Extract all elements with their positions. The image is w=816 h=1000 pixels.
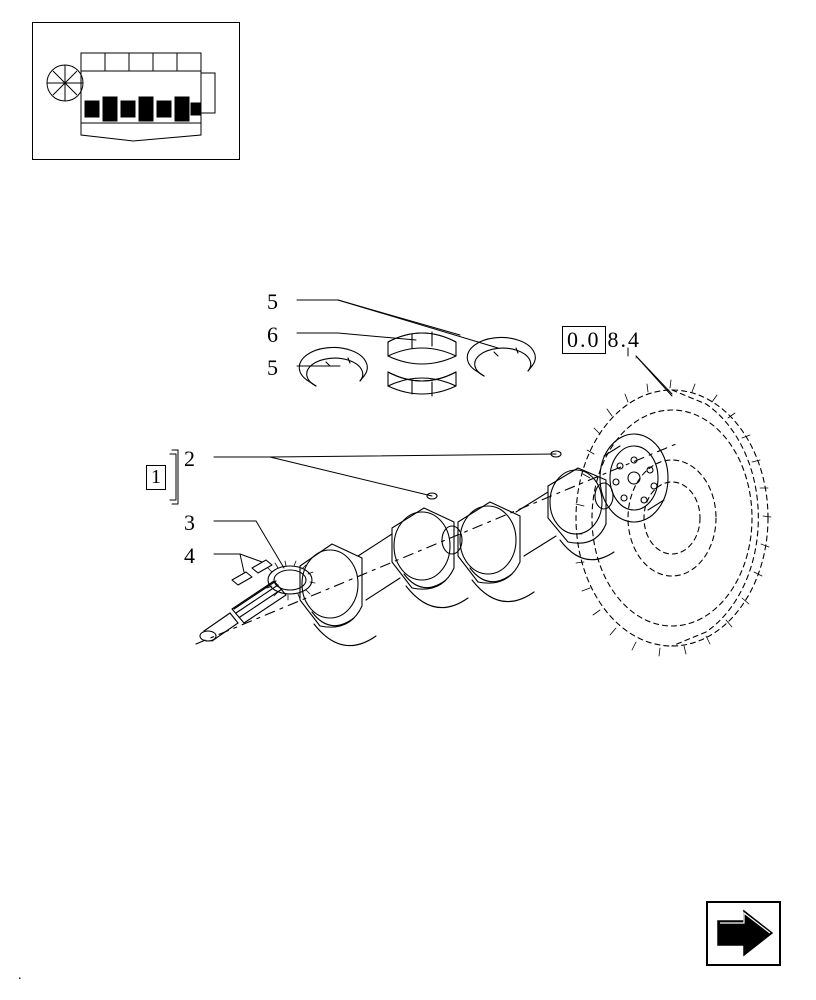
keys	[232, 560, 272, 585]
figure-reference: 0.08.4	[562, 326, 641, 354]
callout-1-boxed: 1	[146, 465, 166, 490]
arrow-right-icon	[708, 903, 783, 968]
figure-reference-boxed: 0.0	[562, 326, 606, 354]
crankshaft	[196, 434, 676, 646]
bearing-shell-pair	[388, 332, 456, 396]
figure-reference-suffix: 8.4	[608, 327, 642, 352]
flywheel-phantom	[574, 380, 771, 656]
footer-period: .	[18, 968, 22, 984]
callout-3: 3	[184, 510, 198, 536]
nav-next-button[interactable]	[706, 901, 781, 966]
callout-6: 6	[267, 322, 281, 348]
callout-2: 2	[184, 446, 198, 472]
callout-5-upper: 5	[267, 289, 281, 315]
thrust-washer-left	[299, 347, 367, 386]
crankshaft-exploded-view	[0, 0, 816, 1000]
callout-5-lower: 5	[267, 355, 281, 381]
callout-4: 4	[184, 543, 198, 569]
thrust-washer-right	[467, 337, 535, 376]
